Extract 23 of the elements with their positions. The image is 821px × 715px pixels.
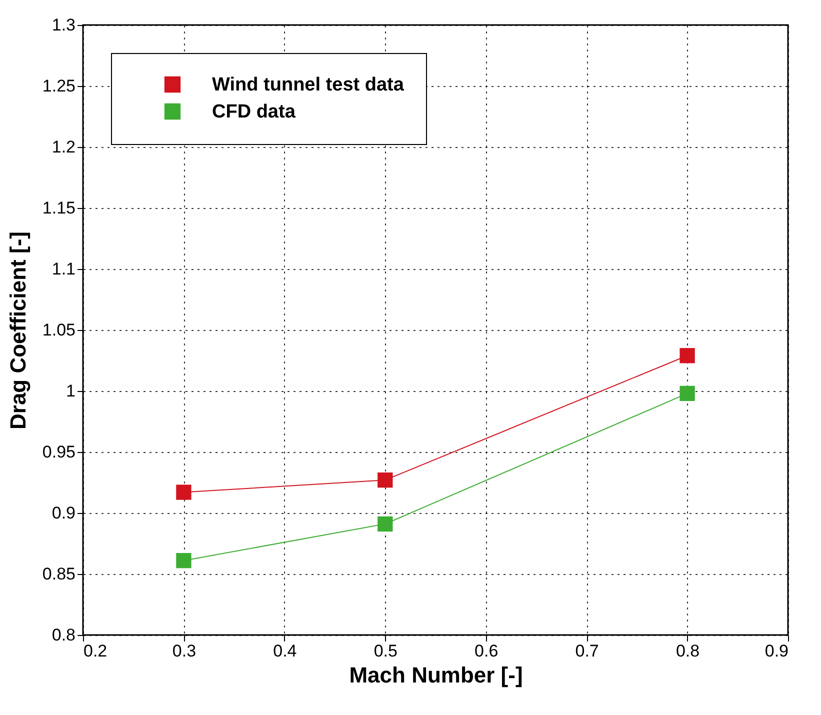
legend-label: Wind tunnel test data (212, 74, 404, 96)
x-tick-label: 0.9 (764, 642, 788, 660)
y-tick-label: 1.3 (52, 16, 76, 34)
y-tick-label: 1.2 (52, 138, 76, 156)
y-tick-label: 0.8 (52, 626, 76, 644)
y-tick-label: 0.9 (52, 504, 76, 522)
y-tick-label: 0.95 (42, 442, 76, 462)
x-axis-title: Mach Number [-] (349, 662, 523, 688)
y-tick-label: 1 (66, 382, 76, 400)
y-axis-title: Drag Coefficient [-] (5, 232, 30, 430)
x-tick-label: 0.2 (84, 642, 108, 660)
y-tick-label: 1.05 (42, 320, 76, 340)
y-tick-label: 1.15 (42, 198, 76, 218)
y-tick-label: 1.25 (42, 76, 76, 96)
x-tick-label: 0.7 (575, 642, 599, 660)
x-tick-label: 0.4 (273, 642, 297, 660)
x-tick-label: 0.5 (374, 642, 398, 660)
x-tick-label: 0.6 (474, 642, 498, 660)
y-tick-label: 1.1 (52, 260, 76, 278)
legend-label: CFD data (212, 102, 296, 122)
y-tick-label: 0.85 (42, 564, 76, 584)
x-tick-label: 0.8 (676, 642, 700, 660)
x-tick-label: 0.3 (172, 642, 196, 660)
